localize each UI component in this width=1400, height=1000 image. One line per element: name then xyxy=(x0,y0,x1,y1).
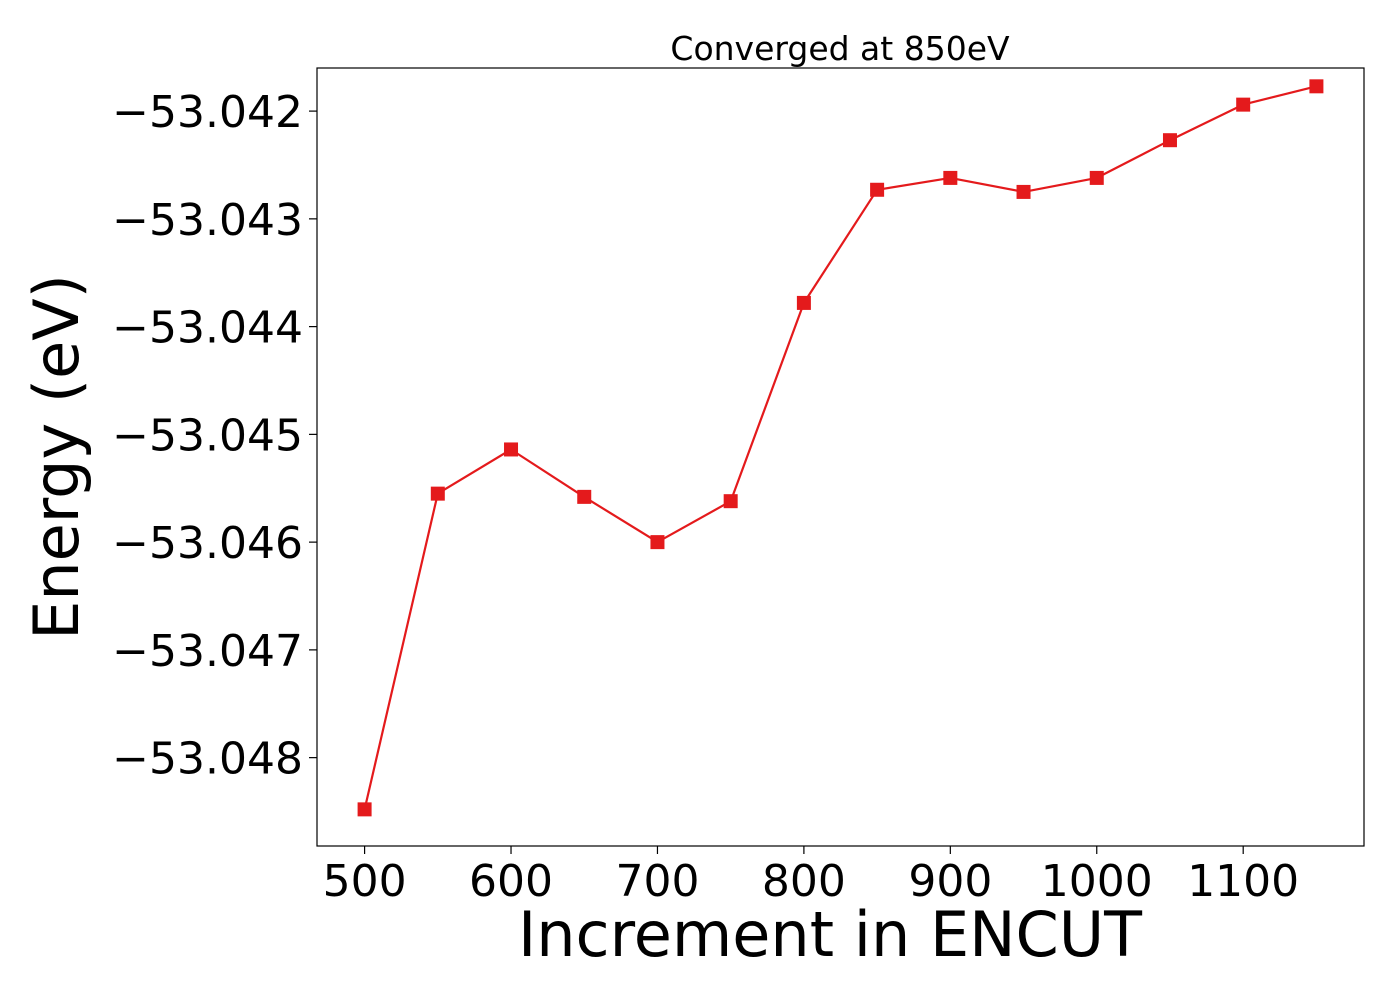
data-point-marker xyxy=(357,802,372,817)
data-point-marker xyxy=(430,486,445,501)
series-energy xyxy=(357,79,1324,817)
data-point-marker xyxy=(504,442,519,457)
data-point-marker xyxy=(1016,184,1031,199)
data-point-marker xyxy=(1309,79,1324,94)
y-tick-label: −53.047 xyxy=(112,626,303,677)
y-tick-label: −53.046 xyxy=(112,518,303,569)
data-point-marker xyxy=(943,170,958,185)
y-tick-label: −53.042 xyxy=(112,87,303,138)
data-point-marker xyxy=(1162,133,1177,148)
y-axis: −53.048 −53.047 −53.046 −53.045 −53.044 −53.0… xyxy=(112,87,317,785)
data-point-marker xyxy=(1089,170,1104,185)
data-point-marker xyxy=(577,489,592,504)
x-axis-title: Increment in ENCUT xyxy=(518,898,1143,971)
x-axis: 500 600 700 800 900 1000 1100 xyxy=(323,846,1299,907)
chart-title: Converged at 850eV xyxy=(670,29,1010,68)
y-tick-label: −53.048 xyxy=(112,734,303,785)
x-tick-label: 700 xyxy=(615,856,699,907)
data-point-marker xyxy=(1236,97,1251,112)
data-point-marker xyxy=(723,494,738,509)
x-tick-label: 600 xyxy=(469,856,553,907)
y-axis-title: Energy (eV) xyxy=(20,274,93,640)
data-point-marker xyxy=(796,295,811,310)
y-tick-label: −53.045 xyxy=(112,410,303,461)
x-tick-label: 1000 xyxy=(1041,856,1153,907)
x-tick-label: 500 xyxy=(323,856,407,907)
series-line xyxy=(363,85,1317,810)
x-tick-label: 900 xyxy=(908,856,992,907)
plot-area-frame xyxy=(316,67,1365,847)
y-tick-label: −53.043 xyxy=(112,195,303,246)
data-point-marker xyxy=(870,182,885,197)
data-point-marker xyxy=(650,535,665,550)
x-tick-label: 800 xyxy=(762,856,846,907)
x-tick-label: 1100 xyxy=(1187,856,1299,907)
y-tick-label: −53.044 xyxy=(112,303,303,354)
